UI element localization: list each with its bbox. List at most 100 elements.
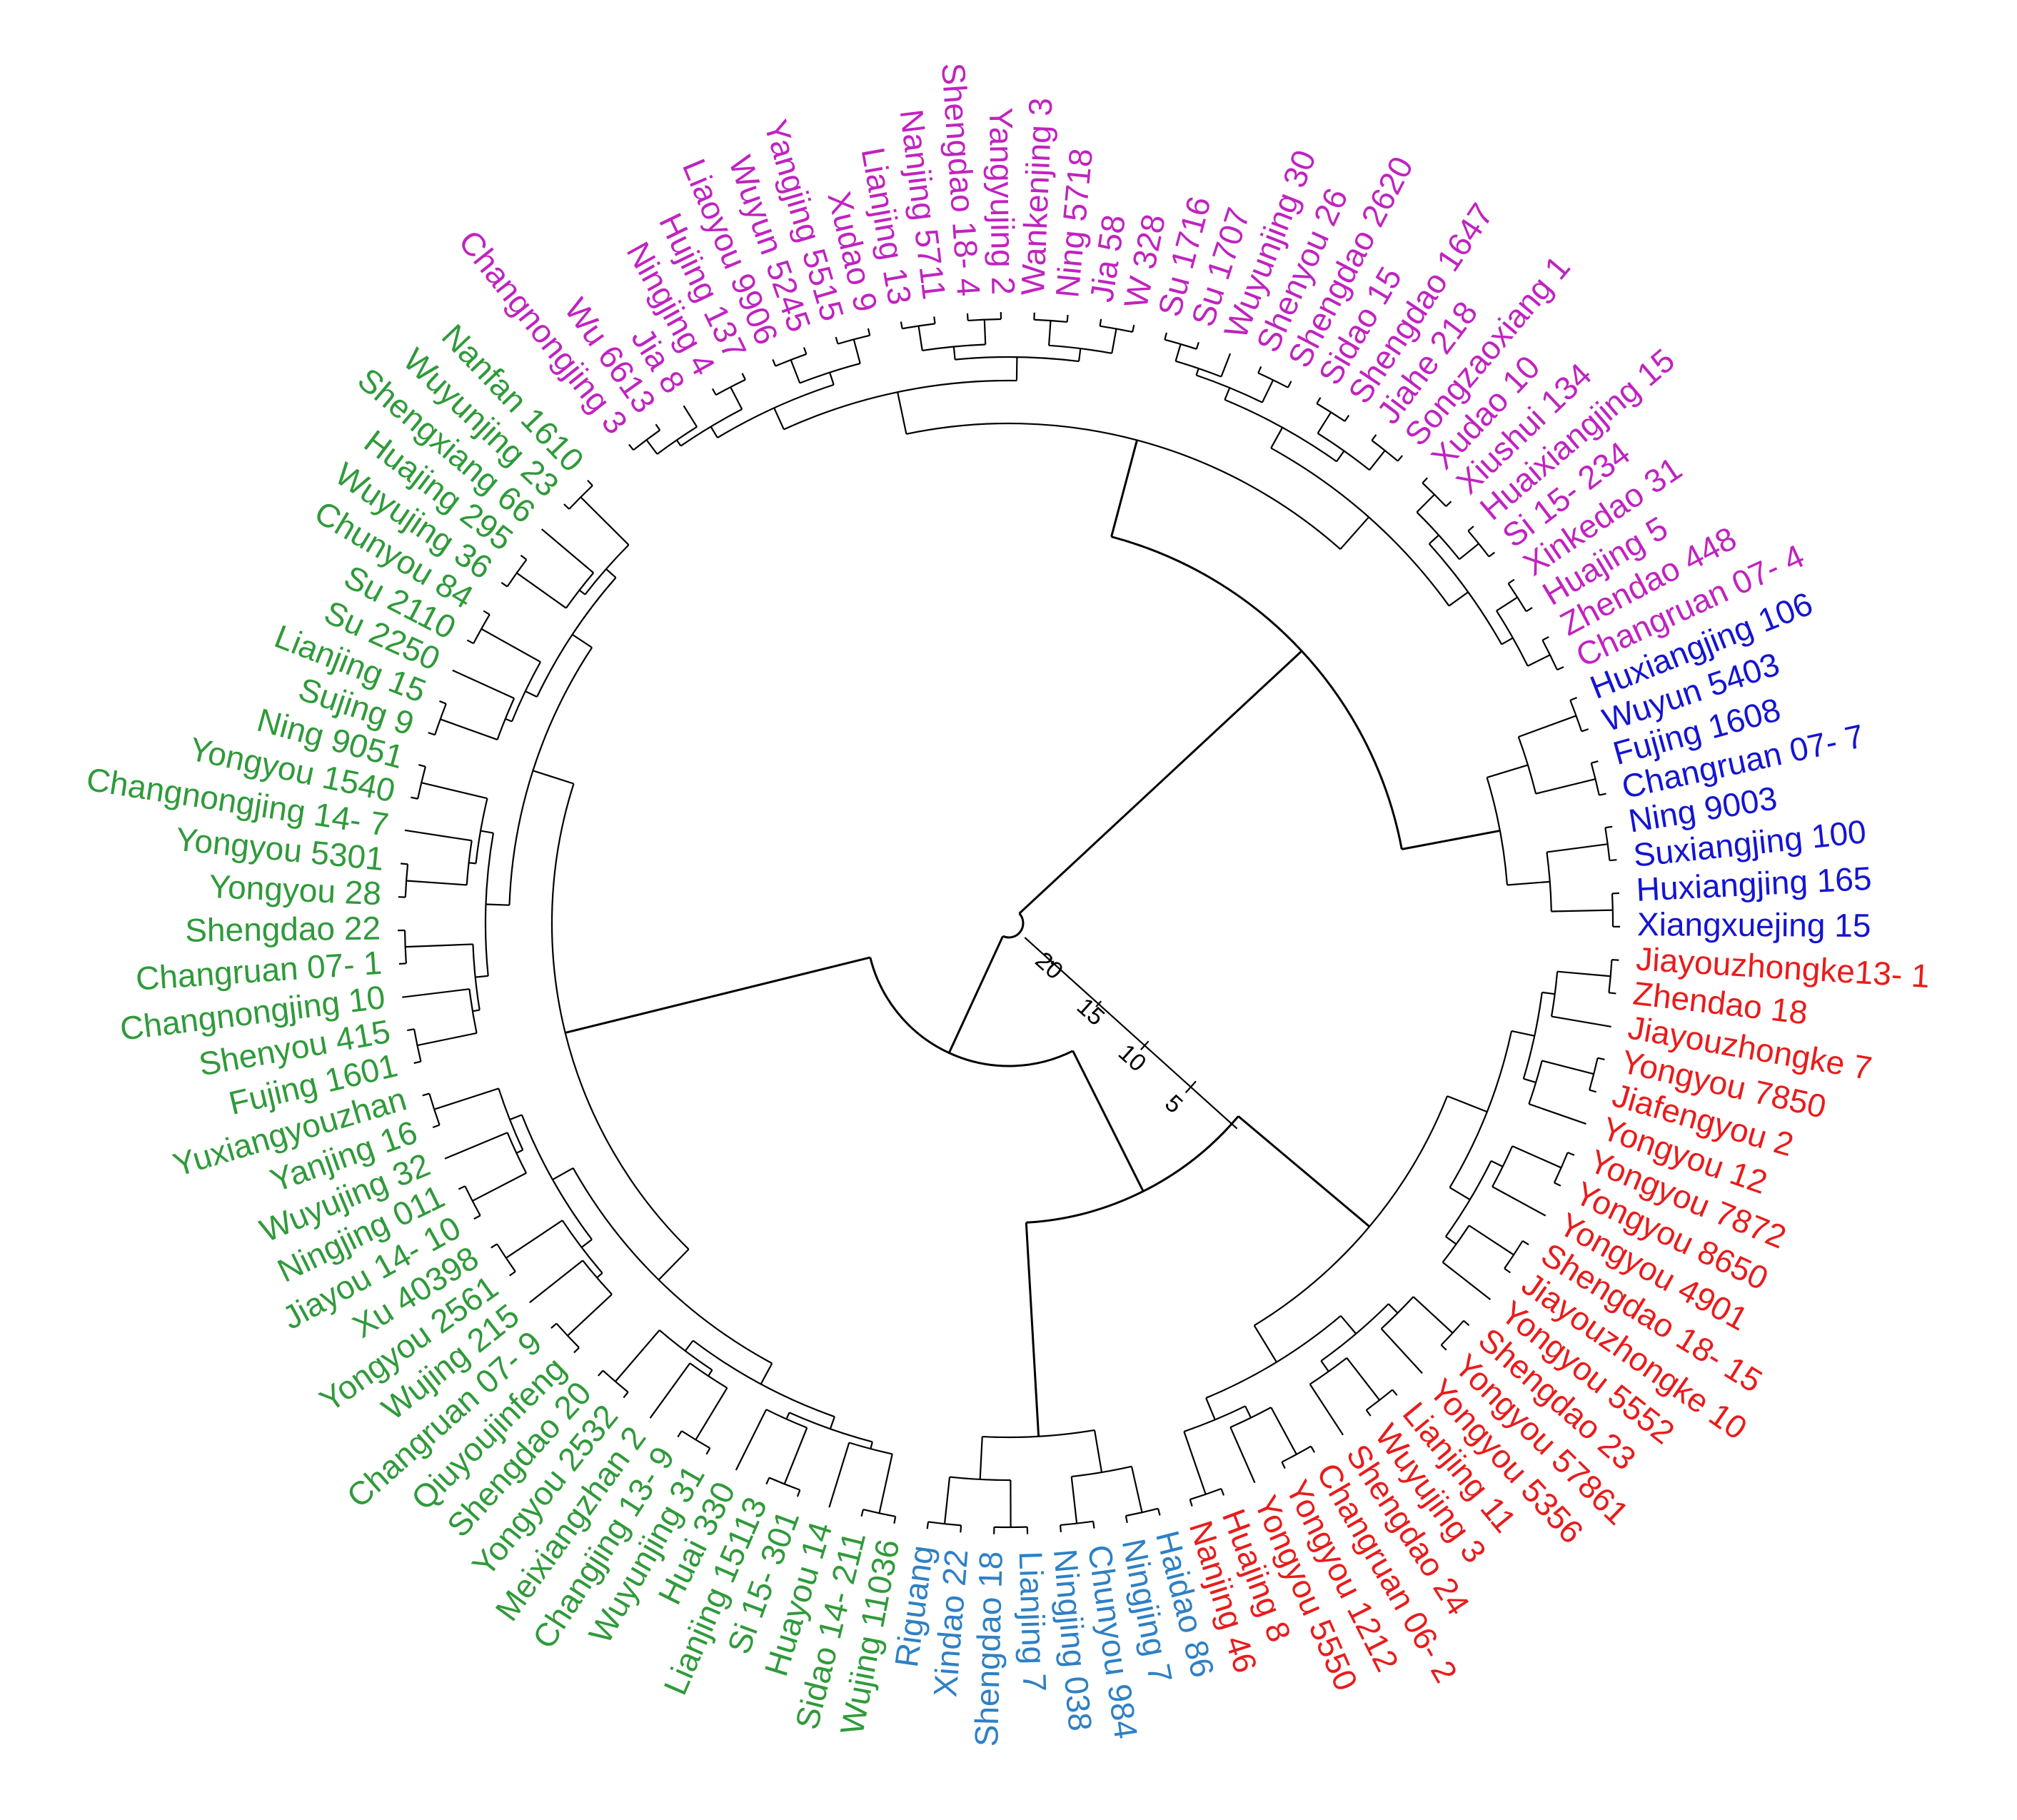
- branch-line: [1183, 1431, 1207, 1495]
- branch-line: [1336, 450, 1345, 462]
- branch-line: [1111, 328, 1117, 353]
- branch-line: [772, 359, 777, 367]
- scale-tick: [1095, 1000, 1102, 1007]
- branch-line: [1205, 1397, 1216, 1420]
- branch-line: [505, 718, 513, 723]
- branch-line: [413, 1060, 421, 1065]
- tip-label: Wankenjing 3: [1014, 97, 1060, 296]
- branch-line: [1554, 1182, 1561, 1187]
- root-stem: [1018, 650, 1303, 915]
- branch-line: [708, 1369, 713, 1377]
- branch-line: [480, 830, 494, 834]
- branch-line: [677, 1430, 683, 1438]
- branch-line: [710, 426, 718, 438]
- branch-line: [483, 610, 491, 615]
- branch-arc: [1320, 1303, 1389, 1362]
- branch-line: [428, 732, 436, 736]
- branch-line: [567, 1293, 613, 1337]
- branch-line: [785, 1412, 790, 1419]
- branch-line: [509, 1114, 523, 1121]
- branch-line: [1463, 1319, 1470, 1327]
- branch-line: [1317, 411, 1332, 434]
- branch-line: [1369, 450, 1386, 471]
- branch-line: [835, 336, 839, 344]
- branch-line: [1397, 455, 1403, 462]
- branch-line: [398, 962, 406, 965]
- branch-line: [1449, 1187, 1471, 1201]
- branch-line: [1189, 1499, 1193, 1507]
- branch-line: [509, 1270, 516, 1277]
- tip-label: Lianjing 7: [1012, 1551, 1054, 1692]
- branch-line: [790, 359, 801, 383]
- branch-line: [552, 1167, 574, 1181]
- branch-line: [1527, 654, 1551, 667]
- scale-tick: [1184, 1080, 1197, 1094]
- branch-arc: [550, 783, 690, 1250]
- red-steelblue-green-stem: [565, 956, 871, 1034]
- branch-line: [1244, 1405, 1252, 1419]
- branch-line: [649, 1362, 691, 1419]
- red-steelblue-stem: [1025, 1222, 1040, 1437]
- branch-line: [1224, 387, 1231, 401]
- branch-line: [711, 388, 717, 396]
- branch-line: [1195, 368, 1199, 376]
- branch-line: [1261, 379, 1274, 403]
- branch-line: [960, 1525, 962, 1533]
- branch-line: [1609, 992, 1616, 995]
- branch-line: [481, 628, 541, 663]
- branch-line: [867, 328, 871, 336]
- root-stem: [947, 935, 1004, 1054]
- branch-line: [1523, 1077, 1536, 1084]
- root-arc: [1002, 912, 1025, 939]
- branch-line: [1346, 1357, 1381, 1401]
- branch-line: [540, 528, 594, 574]
- branch-line: [1521, 1240, 1529, 1246]
- branch-line: [533, 770, 574, 785]
- branch-line: [878, 1454, 893, 1514]
- branch-line: [1340, 1315, 1357, 1334]
- branch-line: [1440, 1344, 1447, 1351]
- branch-line: [829, 372, 835, 386]
- branch-line: [421, 782, 488, 800]
- branch-line: [501, 582, 508, 588]
- branch-line: [444, 1132, 508, 1160]
- branch-line: [418, 764, 426, 768]
- branch-line: [658, 1248, 690, 1281]
- branch-line: [1445, 501, 1452, 507]
- branch-line: [683, 405, 698, 428]
- branch-line: [596, 1272, 603, 1279]
- branch-line: [433, 1087, 499, 1110]
- branch-line: [828, 1442, 850, 1508]
- branch-line: [1490, 1160, 1504, 1167]
- branch-line: [491, 1243, 498, 1249]
- tip-label: Shengdao 22: [185, 910, 381, 949]
- tip-label: Yongyou 28: [208, 868, 382, 912]
- branch-line: [1310, 1446, 1316, 1453]
- branch-line: [623, 1392, 629, 1399]
- branch-line: [897, 391, 907, 435]
- branch-line: [1422, 477, 1428, 484]
- branch-line: [1556, 665, 1564, 671]
- branch-line: [1387, 1303, 1399, 1314]
- branch-line: [1541, 635, 1549, 641]
- branch-line: [406, 880, 467, 886]
- branch-line: [1599, 793, 1606, 796]
- branch-line: [730, 386, 743, 410]
- red-steelblue-green-stem: [1072, 1050, 1145, 1192]
- branch-line: [466, 639, 474, 645]
- branch-line: [475, 975, 488, 978]
- branch-line: [1507, 578, 1515, 585]
- branch-line: [550, 1322, 558, 1329]
- branch-line: [943, 1477, 951, 1524]
- magenta-blue-stem: [1402, 829, 1501, 850]
- branch-line: [1253, 1324, 1277, 1363]
- scale-tick: [1050, 960, 1055, 965]
- branch-line: [760, 1362, 773, 1385]
- branch-line: [893, 1516, 897, 1524]
- branch-line: [783, 1427, 808, 1484]
- branch-line: [926, 1522, 930, 1529]
- branch-line: [741, 373, 746, 381]
- branch-line: [1488, 551, 1496, 558]
- branch-line: [516, 572, 567, 609]
